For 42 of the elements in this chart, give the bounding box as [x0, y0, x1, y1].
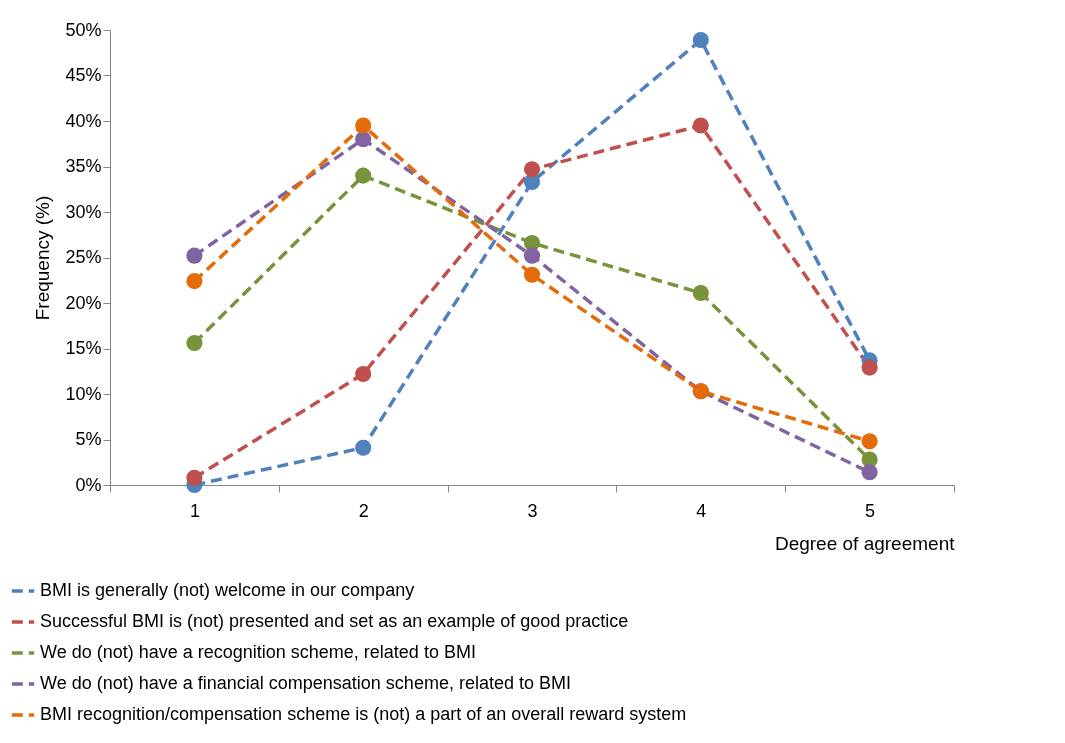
- x-tick-label: 3: [527, 500, 538, 521]
- point: [692, 117, 709, 134]
- x-tick-label: 1: [189, 500, 200, 521]
- legend-label: BMI is generally (not) welcome in our company: [40, 580, 415, 600]
- point: [523, 173, 541, 191]
- point: [523, 247, 541, 264]
- legend-label: We do (not) have a recognition scheme, related to BMI: [40, 642, 476, 662]
- point: [861, 464, 878, 481]
- point: [186, 334, 203, 352]
- y-tick-label: 25%: [65, 247, 102, 267]
- y-tick-label: 5%: [75, 429, 102, 449]
- y-tick-label: 20%: [65, 292, 102, 313]
- x-tick-label: 5: [865, 500, 876, 521]
- legend-label: Successful BMI is (not) presented and set as an example of good practice: [40, 611, 629, 631]
- point: [692, 284, 709, 302]
- point: [523, 161, 541, 178]
- point: [355, 117, 372, 134]
- point: [355, 365, 372, 383]
- y-tick-label: 10%: [65, 383, 102, 404]
- y-tick-label: 45%: [65, 65, 102, 85]
- y-tick-label: 40%: [65, 110, 102, 131]
- point: [861, 433, 878, 450]
- point: [523, 266, 541, 283]
- y-tick-label: 50%: [65, 19, 102, 40]
- point: [355, 439, 372, 456]
- point: [186, 469, 203, 486]
- point: [355, 167, 372, 184]
- x-tick-label: 4: [696, 500, 707, 521]
- x-axis-title: Degree of agreement: [774, 532, 956, 554]
- point: [861, 359, 878, 376]
- point: [692, 31, 709, 49]
- y-tick-label: 35%: [65, 156, 102, 176]
- y-tick-label: 0%: [75, 474, 102, 495]
- point: [186, 247, 203, 264]
- y-tick-label: 15%: [65, 338, 102, 358]
- point: [186, 273, 203, 290]
- y-axis-title: Frequency (%): [32, 195, 54, 321]
- legend-label: BMI recognition/compensation scheme is (not) a part of an overall reward system: [40, 704, 687, 724]
- legend-label: We do (not) have a financial compensation scheme, related to BMI: [40, 673, 571, 693]
- x-tick-label: 2: [358, 500, 369, 521]
- y-tick-label: 30%: [65, 201, 102, 222]
- point: [355, 131, 372, 148]
